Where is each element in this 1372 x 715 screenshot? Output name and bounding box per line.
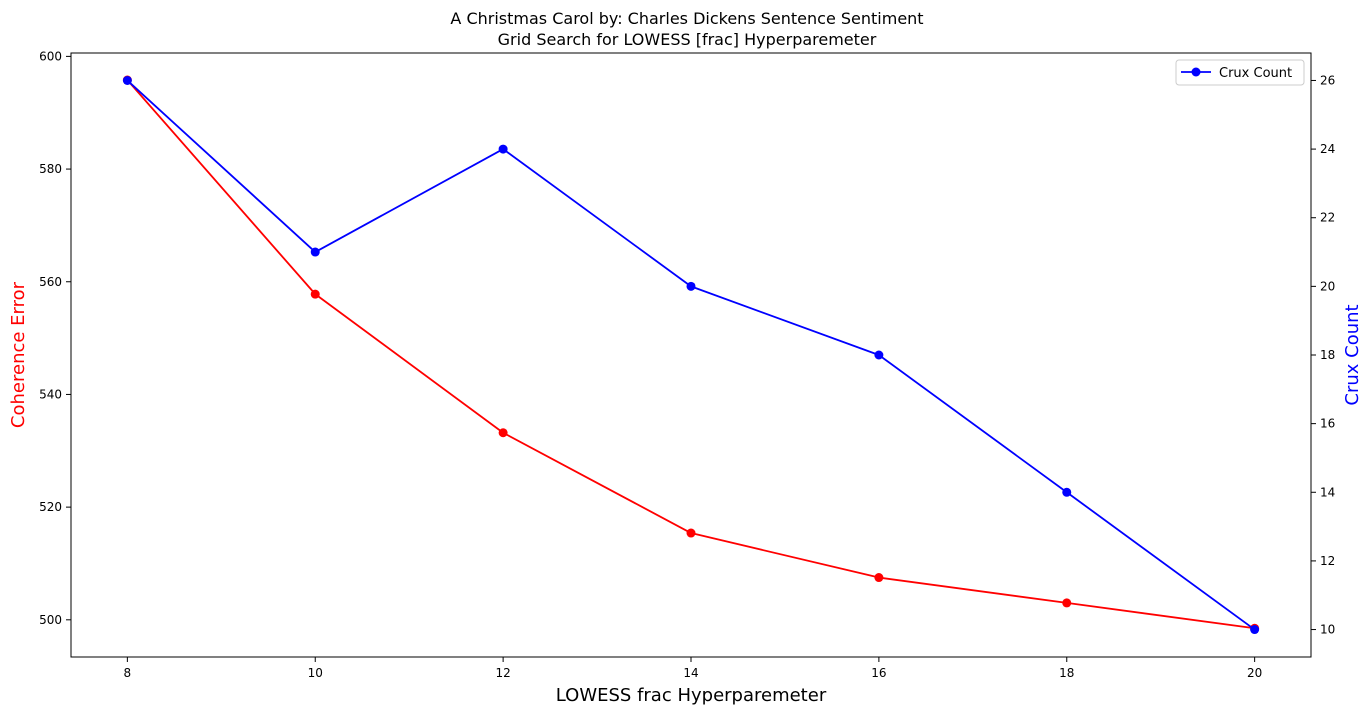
- x-tick-label: 8: [124, 666, 132, 680]
- data-point-crux-count: [122, 75, 132, 85]
- y-right-tick-label: 26: [1320, 73, 1335, 87]
- y-right-tick-label: 18: [1320, 348, 1335, 362]
- chart-title-line-1: A Christmas Carol by: Charles Dickens Se…: [450, 9, 923, 28]
- y-right-tick-label: 20: [1320, 279, 1335, 293]
- chart-title-line-2: Grid Search for LOWESS [frac] Hyperparem…: [498, 30, 877, 49]
- y-right-tick-label: 16: [1320, 417, 1335, 431]
- series-line-crux-count: [126, 79, 1256, 631]
- x-tick-label: 14: [683, 666, 698, 680]
- data-point-crux-count: [686, 281, 696, 291]
- x-axis: 8 10 12 14 16 18 20: [124, 657, 1262, 680]
- y-axis-right-title: Crux Count: [1342, 304, 1363, 405]
- data-point-coherence-error: [686, 528, 696, 538]
- x-tick-label: 18: [1059, 666, 1074, 680]
- x-tick-label: 10: [308, 666, 323, 680]
- y-right-tick-label: 22: [1320, 211, 1335, 225]
- data-point-coherence-error: [498, 428, 508, 438]
- data-point-crux-count: [310, 247, 320, 257]
- y-axis-right: 10 12 14 16 18 20 22 24 26: [1311, 73, 1335, 637]
- data-point-coherence-error: [1062, 598, 1072, 608]
- x-tick-label: 16: [871, 666, 886, 680]
- y-right-tick-label: 24: [1320, 142, 1335, 156]
- data-point-coherence-error: [310, 289, 320, 299]
- legend-label-crux-count: Crux Count: [1219, 66, 1292, 81]
- y-right-tick-label: 10: [1320, 623, 1335, 637]
- legend-box: [1175, 59, 1305, 86]
- x-tick-label: 12: [495, 666, 510, 680]
- data-point-crux-count: [1250, 625, 1260, 635]
- x-axis-title: LOWESS frac Hyperparemeter: [556, 685, 827, 706]
- y-right-tick-label: 14: [1320, 485, 1335, 499]
- y-axis-left: 500 520 540 560 580 600: [39, 49, 71, 627]
- y-left-tick-label: 540: [39, 387, 62, 401]
- legend-marker-crux-count: [1191, 67, 1201, 77]
- data-point-crux-count: [874, 350, 884, 360]
- y-right-tick-label: 12: [1320, 554, 1335, 568]
- data-point-crux-count: [1062, 487, 1072, 497]
- legend: Crux Count: [1175, 59, 1305, 86]
- x-tick-label: 20: [1247, 666, 1262, 680]
- y-left-tick-label: 560: [39, 275, 62, 289]
- y-left-tick-label: 520: [39, 500, 62, 514]
- data-point-crux-count: [498, 144, 508, 154]
- y-axis-left-title: Coherence Error: [8, 281, 29, 428]
- series-line-coherence-error: [126, 79, 1255, 630]
- y-left-tick-label: 600: [39, 49, 62, 63]
- y-left-tick-label: 500: [39, 613, 62, 627]
- y-left-tick-label: 580: [39, 162, 62, 176]
- plot-frame: [70, 52, 1312, 658]
- series-layer: [122, 75, 1260, 635]
- data-point-coherence-error: [874, 573, 884, 583]
